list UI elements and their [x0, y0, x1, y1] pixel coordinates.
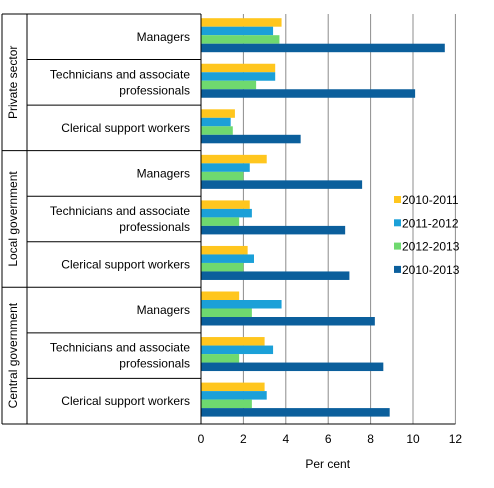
legend: 2010-2011 2011-2012 2012-2013 2010-2013 [394, 193, 460, 277]
group-label: Central government [6, 302, 20, 408]
category-label: Managers [137, 166, 190, 180]
x-tick-label: 8 [367, 432, 374, 446]
bar [201, 391, 267, 400]
bar [201, 362, 384, 372]
bar [201, 180, 363, 189]
legend-label: 2012-2013 [402, 240, 460, 254]
bar [201, 26, 274, 36]
bar-layer [201, 18, 445, 417]
bar [201, 126, 233, 135]
bar [201, 72, 276, 81]
bar [201, 154, 267, 164]
x-tick-label: 4 [282, 432, 289, 446]
bar [201, 109, 235, 118]
category-label: professionals [119, 220, 190, 234]
bar [201, 300, 282, 309]
legend-swatch [394, 219, 401, 227]
bar [201, 408, 390, 417]
bar [201, 200, 250, 209]
category-label: professionals [119, 83, 190, 97]
category-label: Technicians and associate [50, 341, 190, 355]
axis-layer: 0 2 4 6 8 10 12 Per cent [1, 13, 463, 471]
x-tick-label: 0 [198, 432, 205, 446]
bar [201, 345, 274, 355]
category-label: Managers [137, 30, 190, 44]
bar [201, 308, 252, 317]
grid-layer [242, 14, 456, 424]
group-label: Local government [6, 171, 20, 267]
legend-label: 2011-2012 [402, 216, 459, 230]
bar [201, 337, 265, 346]
category-label: Managers [137, 303, 190, 317]
category-label: Clerical support workers [61, 121, 190, 135]
x-tick-label: 2 [240, 432, 247, 446]
x-tick-label: 12 [449, 432, 463, 446]
legend-label: 2010-2011 [402, 193, 459, 207]
bar [201, 80, 257, 90]
bar [201, 217, 240, 226]
x-tick-label: 10 [406, 432, 420, 446]
legend-swatch [394, 196, 401, 203]
bar [201, 254, 254, 263]
x-axis-title: Per cent [305, 457, 350, 471]
group-label: Private sector [6, 46, 20, 119]
bar [201, 89, 416, 98]
legend-swatch [394, 265, 401, 273]
bar [201, 134, 301, 144]
category-label: Technicians and associate [50, 204, 190, 218]
bar [201, 18, 282, 27]
bar [201, 317, 375, 326]
bar [201, 63, 276, 73]
bar [201, 171, 244, 181]
bar [201, 271, 350, 280]
bar [201, 208, 252, 218]
bar [201, 262, 244, 272]
bar [201, 43, 445, 53]
category-label: Clerical support workers [61, 258, 190, 272]
bar [201, 245, 248, 255]
x-tick-label: 6 [325, 432, 332, 446]
bar [201, 163, 250, 172]
bar [201, 225, 346, 235]
category-label: Clerical support workers [61, 394, 190, 408]
category-label: Technicians and associate [50, 67, 190, 81]
legend-swatch [394, 242, 401, 250]
category-label: professionals [119, 357, 190, 371]
bar [201, 382, 265, 392]
bar [201, 399, 252, 409]
legend-label: 2010-2013 [402, 263, 460, 277]
bar [201, 35, 280, 44]
bar [201, 291, 240, 300]
bar [201, 354, 240, 363]
label-layer: Managers Technicians and associate profess… [6, 30, 190, 409]
bar [201, 117, 231, 127]
